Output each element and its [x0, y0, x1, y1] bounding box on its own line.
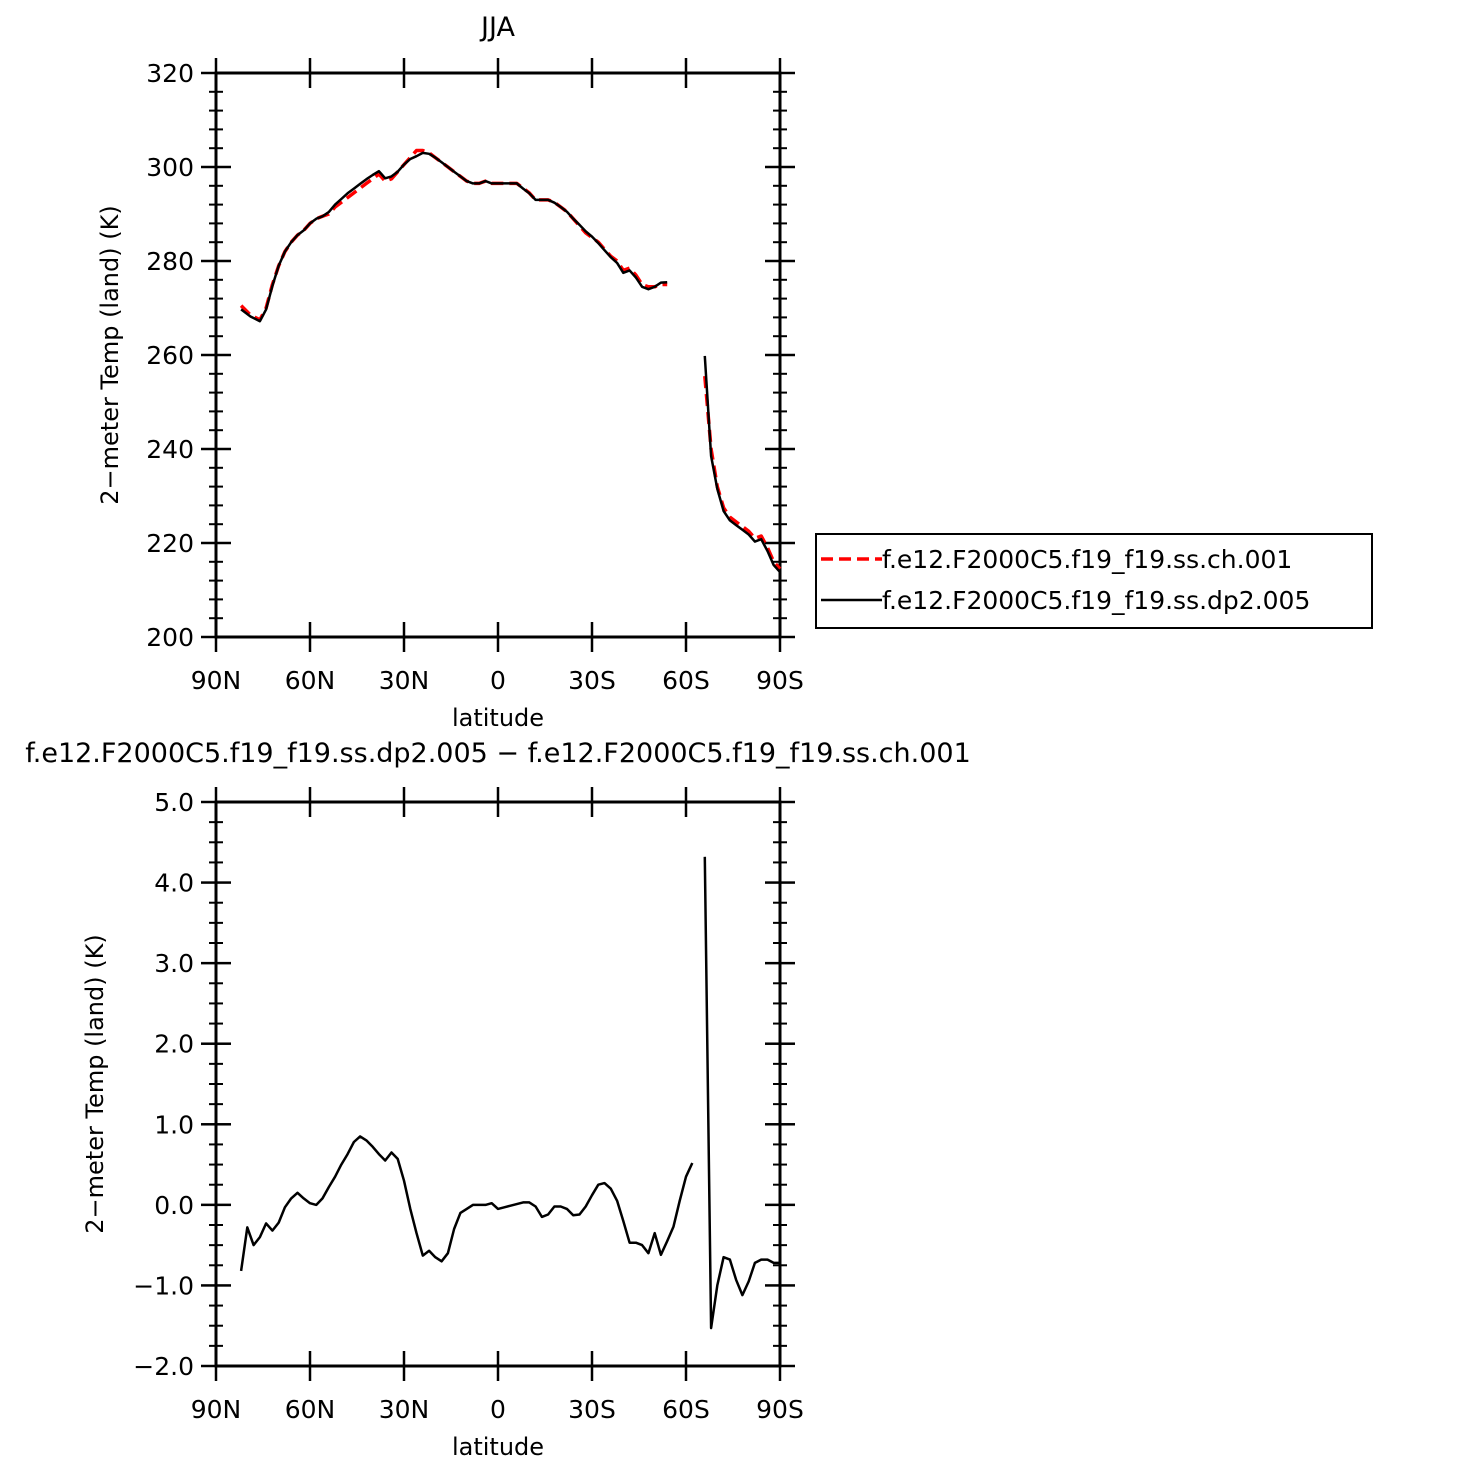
- x-tick-label: 30S: [568, 666, 616, 695]
- x-tick-label: 60S: [662, 666, 710, 695]
- y-tick-label: 240: [146, 435, 194, 464]
- legend-label-dp2005: f.e12.F2000C5.f19_f19.ss.dp2.005: [882, 586, 1310, 615]
- y-tick-label: 2.0: [154, 1030, 194, 1059]
- legend-box: [815, 533, 1373, 629]
- x-tick-label: 60N: [285, 1395, 336, 1424]
- top-panel: JJA 200 220 240 260 280 300 320 90N 60N 30N 0 30S 60…: [96, 12, 804, 732]
- top-y-axis-title: 2−meter Temp (land) (K): [96, 205, 124, 504]
- y-tick-label: −1.0: [133, 1271, 194, 1300]
- series-line-difference: [239, 1135, 694, 1272]
- legend: f.e12.F2000C5.f19_f19.ss.ch.001 f.e12.F2…: [815, 533, 1373, 629]
- x-tick-label: 90S: [756, 666, 804, 695]
- bottom-series-lines: [239, 856, 780, 1330]
- x-tick-label: 60S: [662, 1395, 710, 1424]
- y-tick-label: 200: [146, 623, 194, 652]
- y-tick-label: 4.0: [154, 869, 194, 898]
- x-tick-label: 90S: [756, 1395, 804, 1424]
- top-panel-title: JJA: [479, 12, 515, 43]
- series-line-dp2-005: [703, 355, 781, 573]
- bottom-axis-ticks: −2.0 −1.0 0.0 1.0 2.0 3.0 4.0 5.0 90N 60N 30N 0 30S 6…: [133, 787, 804, 1424]
- y-tick-label: 260: [146, 341, 194, 370]
- bottom-y-axis-title: 2−meter Temp (land) (K): [81, 934, 109, 1233]
- series-line-ch-001: [239, 148, 668, 322]
- series-line-difference: [703, 856, 780, 1330]
- y-tick-label: 1.0: [154, 1110, 194, 1139]
- y-tick-label: 280: [146, 247, 194, 276]
- y-tick-label: 0.0: [154, 1191, 194, 1220]
- y-tick-label: 3.0: [154, 949, 194, 978]
- y-tick-label: 5.0: [154, 788, 194, 817]
- x-tick-label: 30N: [379, 666, 430, 695]
- y-tick-label: 300: [146, 153, 194, 182]
- y-tick-label: −2.0: [133, 1352, 194, 1381]
- x-tick-label: 0: [490, 1395, 506, 1424]
- top-x-axis-title: latitude: [452, 704, 544, 732]
- top-axis-ticks: 200 220 240 260 280 300 320 90N 60N 30N 0 30S 60S 90S: [146, 58, 804, 695]
- x-tick-label: 0: [490, 666, 506, 695]
- x-tick-label: 30S: [568, 1395, 616, 1424]
- top-series-lines: [239, 148, 782, 573]
- x-tick-label: 30N: [379, 1395, 430, 1424]
- x-tick-label: 60N: [285, 666, 336, 695]
- bottom-panel-title: f.e12.F2000C5.f19_f19.ss.dp2.005 − f.e12…: [25, 738, 971, 769]
- series-line-ch-001: [703, 375, 782, 571]
- x-tick-label: 90N: [191, 1395, 242, 1424]
- x-tick-label: 90N: [191, 666, 242, 695]
- y-tick-label: 220: [146, 529, 194, 558]
- y-tick-label: 320: [146, 59, 194, 88]
- bottom-x-axis-title: latitude: [452, 1433, 544, 1461]
- bottom-panel: f.e12.F2000C5.f19_f19.ss.dp2.005 − f.e12…: [25, 738, 971, 1461]
- legend-label-ch001: f.e12.F2000C5.f19_f19.ss.ch.001: [882, 545, 1292, 574]
- top-plot-frame: [214, 71, 782, 639]
- bottom-plot-frame: [214, 800, 782, 1368]
- series-line-dp2-005: [240, 151, 668, 323]
